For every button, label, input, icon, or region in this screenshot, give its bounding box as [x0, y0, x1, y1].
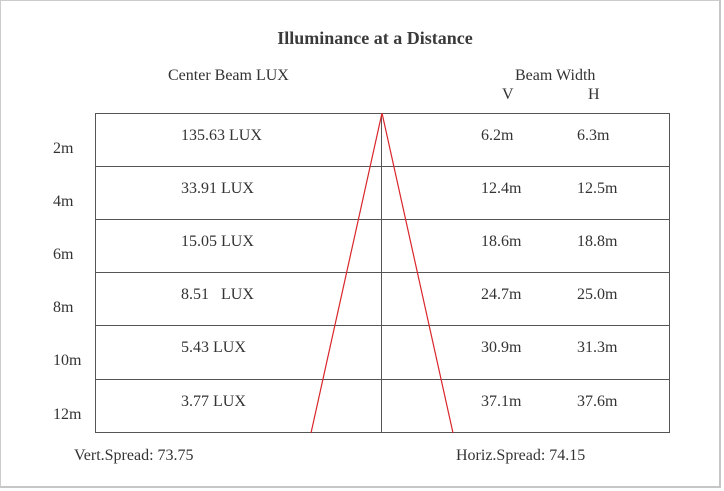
beam-width-v: 30.9m [481, 339, 522, 356]
lux-value: 15.05 LUX [181, 233, 254, 250]
beam-width-header: Beam Width [515, 67, 596, 84]
distance-label: 8m [53, 299, 74, 316]
illuminance-grid: 135.63 LUX 33.91 LUX 15.05 LUX 8.51 LUX … [95, 113, 670, 433]
horiz-spread: Horiz.Spread: 74.15 [456, 447, 586, 464]
lux-value: 135.63 LUX [181, 127, 262, 144]
beam-width-h: 12.5m [577, 180, 618, 197]
distance-label: 12m [53, 406, 82, 423]
lux-value: 5.43 LUX [181, 339, 246, 356]
diagram-title: Illuminance at a Distance [277, 28, 473, 48]
distance-label: 6m [53, 246, 74, 263]
lux-value: 8.51 LUX [181, 286, 254, 303]
grid-lines [95, 113, 670, 433]
beam-width-h: 6.3m [577, 127, 610, 144]
beam-width-h: 25.0m [577, 286, 618, 303]
beam-width-v: 37.1m [481, 393, 522, 410]
lux-value: 33.91 LUX [181, 180, 254, 197]
distance-label: 4m [53, 193, 74, 210]
distance-label: 10m [53, 352, 82, 369]
vert-spread: Vert.Spread: 73.75 [74, 447, 194, 464]
beam-left-edge [310, 113, 383, 433]
center-beam-header: Center Beam LUX [168, 67, 289, 84]
vertical-header: V [502, 86, 514, 103]
beam-width-v: 6.2m [481, 127, 514, 144]
beam-width-h: 37.6m [577, 393, 618, 410]
beam-width-v: 18.6m [481, 233, 522, 250]
lux-value: 3.77 LUX [181, 393, 246, 410]
beam-width-v: 24.7m [481, 286, 522, 303]
horizontal-header: H [588, 86, 600, 103]
beam-right-edge [381, 113, 454, 433]
beam-width-h: 31.3m [577, 339, 618, 356]
beam-width-h: 18.8m [577, 233, 618, 250]
beam-width-v: 12.4m [481, 180, 522, 197]
distance-label: 2m [53, 140, 74, 157]
